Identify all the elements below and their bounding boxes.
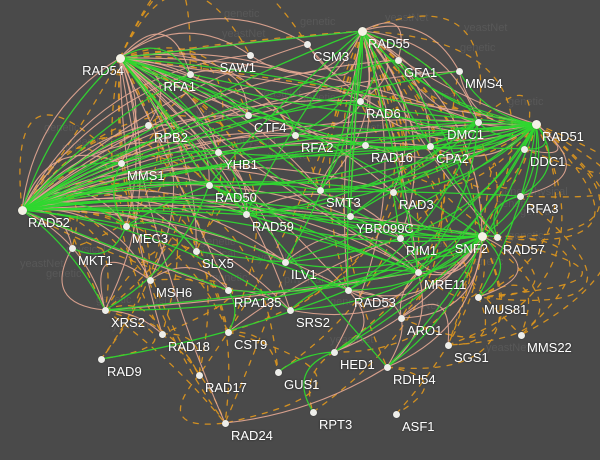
- graph-node-hed1[interactable]: [330, 348, 338, 356]
- graph-node-rad9[interactable]: [97, 355, 105, 363]
- graph-node-rad54[interactable]: [115, 53, 125, 63]
- graph-node-mec3[interactable]: [122, 222, 130, 230]
- graph-node-gfa1[interactable]: [394, 56, 402, 64]
- graph-node-rad18[interactable]: [158, 330, 166, 338]
- graph-node-rfa2[interactable]: [291, 131, 299, 139]
- graph-node-yhb1[interactable]: [214, 148, 222, 156]
- graph-node-rpt3[interactable]: [309, 408, 317, 416]
- graph-node-rpa135[interactable]: [224, 286, 232, 294]
- graph-node-rad52[interactable]: [17, 205, 27, 215]
- graph-node-mus81[interactable]: [474, 293, 482, 301]
- graph-node-rfa1[interactable]: [186, 70, 194, 78]
- graph-node-snf2[interactable]: [477, 231, 487, 241]
- graph-node-rad51[interactable]: [531, 119, 541, 129]
- graph-node-rdh54[interactable]: [383, 363, 391, 371]
- graph-node-ctf4[interactable]: [244, 111, 252, 119]
- graph-node-rad3[interactable]: [389, 188, 397, 196]
- graph-node-rad55[interactable]: [357, 26, 367, 36]
- graph-node-mms22[interactable]: [517, 331, 525, 339]
- graph-node-aro1[interactable]: [397, 314, 405, 322]
- graph-node-ddc1[interactable]: [520, 145, 528, 153]
- graph-node-rad59[interactable]: [242, 210, 250, 218]
- graph-node-mms4[interactable]: [455, 67, 463, 75]
- graph-node-rad6[interactable]: [356, 97, 364, 105]
- graph-node-msh6[interactable]: [146, 276, 154, 284]
- graph-node-rpb2[interactable]: [144, 121, 152, 129]
- graph-node-csm3[interactable]: [303, 40, 311, 48]
- graph-node-asf1[interactable]: [392, 410, 400, 418]
- graph-node-ybr099c[interactable]: [346, 212, 354, 220]
- graph-node-rad24[interactable]: [221, 419, 229, 427]
- graph-node-cst9[interactable]: [224, 328, 232, 336]
- graph-node-smt3[interactable]: [316, 186, 324, 194]
- graph-node-slx5[interactable]: [192, 247, 200, 255]
- graph-node-mkt1[interactable]: [68, 244, 76, 252]
- graph-node-cpa2[interactable]: [426, 142, 434, 150]
- graph-node-ilv1[interactable]: [281, 258, 289, 266]
- graph-node-rad16[interactable]: [361, 141, 369, 149]
- graph-node-mre11[interactable]: [414, 268, 422, 276]
- graph-node-rad57[interactable]: [493, 233, 501, 241]
- graph-node-gus1[interactable]: [274, 368, 282, 376]
- graph-node-dmc1[interactable]: [474, 118, 482, 126]
- graph-node-srs2[interactable]: [286, 306, 294, 314]
- graph-node-rad17[interactable]: [195, 371, 203, 379]
- graph-node-mms1[interactable]: [117, 159, 125, 167]
- graph-node-rad53[interactable]: [344, 286, 352, 294]
- graph-node-rim1[interactable]: [396, 234, 404, 242]
- graph-node-saw1[interactable]: [246, 51, 254, 59]
- graph-node-rad50[interactable]: [205, 181, 213, 189]
- graph-node-xrs2[interactable]: [101, 306, 109, 314]
- graph-node-sgs1[interactable]: [444, 341, 452, 349]
- coexpression-edge-group: [21, 30, 550, 413]
- graph-node-rfa3[interactable]: [516, 192, 524, 200]
